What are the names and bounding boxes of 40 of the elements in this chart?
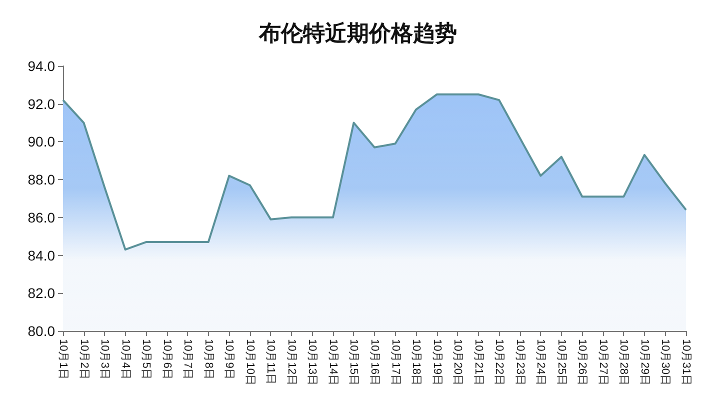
x-tick-label: 10月26日 <box>576 339 588 386</box>
x-tick-label: 10月30日 <box>659 339 672 386</box>
x-tick-label: 10月21日 <box>472 339 484 386</box>
x-tick-label: 10月10日 <box>244 339 256 386</box>
x-tick-label: 10月8日 <box>202 339 214 380</box>
x-tick-label: 10月2日 <box>78 339 90 380</box>
x-tick-label: 10月14日 <box>326 339 339 386</box>
x-tick-label: 10月3日 <box>98 339 111 380</box>
x-tick-label: 10月15日 <box>348 339 360 386</box>
x-tick-label: 10月22日 <box>493 339 506 386</box>
x-tick-label: 10月7日 <box>182 339 194 380</box>
x-tick-label: 10月6日 <box>160 339 173 380</box>
x-tick-label: 10月4日 <box>119 339 132 380</box>
x-tick-label: 10月28日 <box>618 339 630 386</box>
x-tick-label: 10月5日 <box>140 339 152 380</box>
x-tick-label: 10月25日 <box>555 339 568 386</box>
chart-title: 布伦特近期价格趋势 <box>258 22 457 46</box>
y-tick-label: 84.0 <box>28 247 56 264</box>
x-tick-label: 10月9日 <box>223 339 236 380</box>
x-tick-label: 10月13日 <box>306 339 318 386</box>
y-tick-label: 90.0 <box>28 134 56 150</box>
y-tick-label: 86.0 <box>28 209 56 226</box>
y-tick-label: 82.0 <box>28 285 56 302</box>
x-tick-label: 10月23日 <box>514 339 526 386</box>
x-tick-label: 10月11日 <box>264 339 277 385</box>
x-tick-label: 10月20日 <box>452 339 464 386</box>
x-tick-label: 10月27日 <box>596 339 609 386</box>
x-tick-label: 10月31日 <box>680 339 692 386</box>
x-tick-label: 10月29日 <box>638 339 650 386</box>
x-tick-label: 10月12日 <box>285 339 298 386</box>
y-tick-label: 92.0 <box>28 96 56 112</box>
x-tick-label: 10月24日 <box>534 339 547 386</box>
x-tick-label: 10月17日 <box>389 339 402 386</box>
y-tick-label: 80.0 <box>28 323 56 339</box>
x-tick-label: 10月18日 <box>410 339 422 386</box>
x-tick-label: 10月19日 <box>430 339 443 386</box>
x-tick-label: 10月1日 <box>57 339 69 380</box>
y-tick-label: 94.0 <box>28 58 56 74</box>
y-tick-label: 88.0 <box>28 172 56 188</box>
x-tick-label: 10月16日 <box>368 339 380 386</box>
